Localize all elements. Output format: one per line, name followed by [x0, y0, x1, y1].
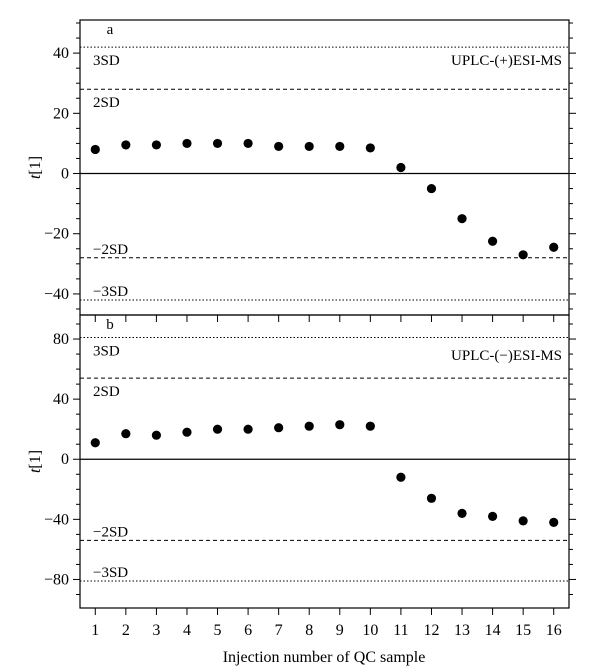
y-tick-label: 40 [53, 391, 69, 408]
x-tick-label: 14 [485, 622, 501, 639]
y-axis-title-rest: [1] [27, 156, 44, 175]
x-tick-label: 15 [515, 622, 531, 639]
y-axis-title: t[1] [27, 450, 44, 473]
data-point [365, 421, 375, 431]
data-point [518, 516, 528, 526]
x-tick-label: 4 [183, 622, 191, 639]
reference-line-label: 2SD [93, 95, 120, 111]
x-tick-label: 2 [122, 622, 130, 639]
x-tick-label: 11 [393, 622, 408, 639]
y-tick-label: −40 [44, 286, 69, 303]
data-point [182, 427, 192, 437]
data-point [274, 423, 284, 433]
y-tick-label: −80 [44, 571, 69, 588]
method-label: UPLC-(−)ESI-MS [451, 348, 562, 364]
x-tick-label: 7 [275, 622, 283, 639]
reference-line-label: −3SD [93, 565, 128, 581]
x-tick-label: 1 [91, 622, 99, 639]
data-point [457, 214, 467, 224]
y-axis-title-italic: t [27, 468, 44, 473]
x-tick-label: 10 [362, 622, 378, 639]
data-point [243, 138, 253, 149]
data-point [151, 140, 162, 150]
y-tick-label: −40 [44, 511, 69, 528]
data-point [518, 250, 528, 260]
data-point [365, 143, 375, 153]
y-tick-label: 80 [53, 331, 69, 348]
data-point [121, 140, 131, 150]
reference-line-label: −3SD [93, 284, 128, 300]
method-label: UPLC-(+)ESI-MS [451, 53, 562, 69]
data-point [90, 438, 100, 448]
y-tick-label: 0 [61, 451, 69, 468]
y-tick-label: 20 [53, 105, 69, 122]
reference-line-label: 3SD [93, 53, 120, 69]
panel-letter: a [107, 22, 114, 38]
data-point [274, 141, 284, 152]
x-axis-title: Injection number of QC sample [223, 649, 426, 666]
data-point [487, 236, 498, 246]
data-point [396, 162, 406, 173]
data-point [426, 493, 437, 503]
data-point [304, 141, 314, 152]
x-tick-label: 13 [454, 622, 470, 639]
data-point [396, 472, 406, 482]
x-tick-label: 16 [546, 622, 562, 639]
data-point [335, 420, 345, 430]
reference-line-label: −2SD [93, 242, 128, 258]
data-point [90, 144, 100, 155]
data-point [182, 138, 192, 149]
y-tick-label: −20 [44, 226, 69, 243]
x-tick-label: 3 [152, 622, 160, 639]
y-axis-title: t[1] [27, 156, 44, 179]
data-point [487, 511, 498, 521]
data-point [121, 429, 131, 439]
reference-line-label: 3SD [93, 344, 120, 360]
x-tick-label: 6 [244, 622, 252, 639]
reference-line-label: −2SD [93, 524, 128, 540]
data-point [426, 183, 437, 194]
data-point [243, 424, 253, 434]
data-point [212, 424, 223, 434]
y-axis-title-italic: t [27, 174, 44, 179]
panel-letter: b [106, 317, 114, 333]
reference-line-label: 2SD [93, 384, 120, 400]
y-tick-label: 0 [61, 166, 69, 183]
x-tick-label: 9 [336, 622, 344, 639]
data-point [212, 138, 223, 149]
y-axis-title-rest: [1] [27, 450, 44, 469]
x-tick-label: 5 [214, 622, 222, 639]
data-point [151, 430, 162, 440]
data-point [549, 517, 559, 527]
panel-a: 40 20 0 −20 −40 3SD 2SD −2SD −3SD a UPLC-(+)ESI-MS… [27, 19, 576, 316]
data-point [457, 508, 467, 518]
x-tick-label: 8 [305, 622, 313, 639]
plot-frame [79, 314, 570, 609]
data-point [335, 141, 345, 152]
y-tick-label: 40 [53, 45, 69, 62]
x-tick-label: 12 [423, 622, 439, 639]
data-point [549, 242, 559, 252]
data-point [304, 421, 314, 431]
panel-b: 80 40 0 −40 −80 3SD 2SD −2SD −3SD b UPLC-(−)ESI-MS… [27, 314, 576, 609]
